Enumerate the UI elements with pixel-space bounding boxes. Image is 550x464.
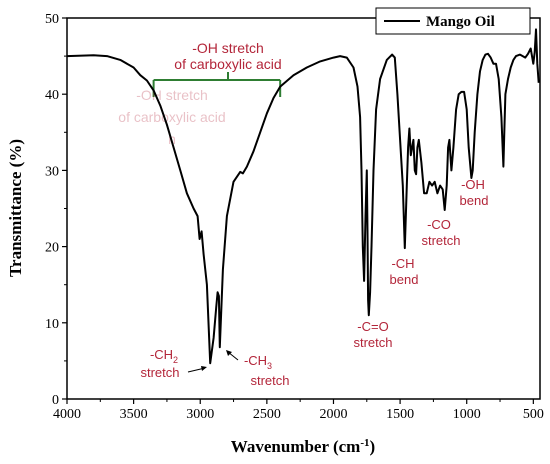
annotation-ch3-arrowhead [226, 350, 232, 356]
annotation-ch3-line-1: -CH3 [244, 353, 272, 371]
annotation-co-stretch-line-1: -C=O [357, 319, 388, 334]
x-axis-title-main: Wavenumber (cm [231, 437, 361, 456]
series-line-mango-oil [66, 28, 540, 365]
ghost-line-1: -OH stretch [136, 87, 208, 103]
x-tick-label: 4000 [53, 407, 81, 422]
y-axis-ticks: 0 10 20 30 40 50 [45, 12, 67, 408]
y-tick-label: 30 [45, 164, 59, 179]
ghost-annotation: -OH stretch of carboxylic acid n [118, 87, 225, 147]
annotation-ch2-line-1: -CH2 [150, 347, 178, 365]
y-tick-label: 40 [45, 88, 59, 103]
x-tick-label: 3000 [186, 407, 214, 422]
annotation-ch2-arrowhead [201, 366, 207, 371]
annotation-ch3-main: -CH [244, 353, 267, 368]
annotation-oh-bend-line-2: bend [460, 193, 489, 208]
x-axis-title-close: ) [370, 437, 376, 456]
y-tick-label: 20 [45, 241, 59, 256]
x-axis-title-sup: -1 [360, 437, 369, 449]
y-tick-label: 50 [45, 12, 59, 27]
annotation-oh-stretch-line-2: of carboxylic acid [174, 56, 281, 72]
annotation-ch-bend-line-1: -CH [391, 256, 414, 271]
x-axis-title: Wavenumber (cm-1) [231, 437, 375, 456]
plot-frame [66, 17, 541, 400]
y-tick-label: 0 [52, 393, 59, 408]
x-tick-label: 1000 [453, 407, 481, 422]
annotation-ch3-line-2: stretch [250, 373, 289, 388]
annotation-oh-stretch-line-1: -OH stretch [192, 40, 264, 56]
annotation-ch2-line-2: stretch [140, 365, 179, 380]
x-tick-label: 1500 [386, 407, 414, 422]
y-axis-title: Transmittance (%) [6, 139, 25, 277]
legend-label: Mango Oil [426, 14, 495, 30]
annotation-c-o-stretch-line-2: stretch [421, 233, 460, 248]
x-tick-label: 2000 [319, 407, 347, 422]
ghost-line-2: of carboxylic acid [118, 109, 225, 125]
x-tick-label: 500 [523, 407, 544, 422]
annotation-co-stretch-line-2: stretch [353, 335, 392, 350]
legend: Mango Oil [375, 7, 531, 35]
x-tick-label: 2500 [253, 407, 281, 422]
x-tick-label: 3500 [120, 407, 148, 422]
annotation-ch3-sub: 3 [267, 361, 272, 371]
annotation-ch2-main: -CH [150, 347, 173, 362]
y-tick-label: 10 [45, 317, 59, 332]
annotation-ch2-sub: 2 [173, 355, 178, 365]
annotation-ch-bend-line-2: bend [390, 272, 419, 287]
annotation-c-o-stretch-line-1: -CO [427, 217, 451, 232]
x-axis-ticks: 4000 3500 3000 2500 2000 1500 1000 500 [53, 399, 544, 422]
annotation-oh-bend-line-1: -OH [461, 177, 485, 192]
